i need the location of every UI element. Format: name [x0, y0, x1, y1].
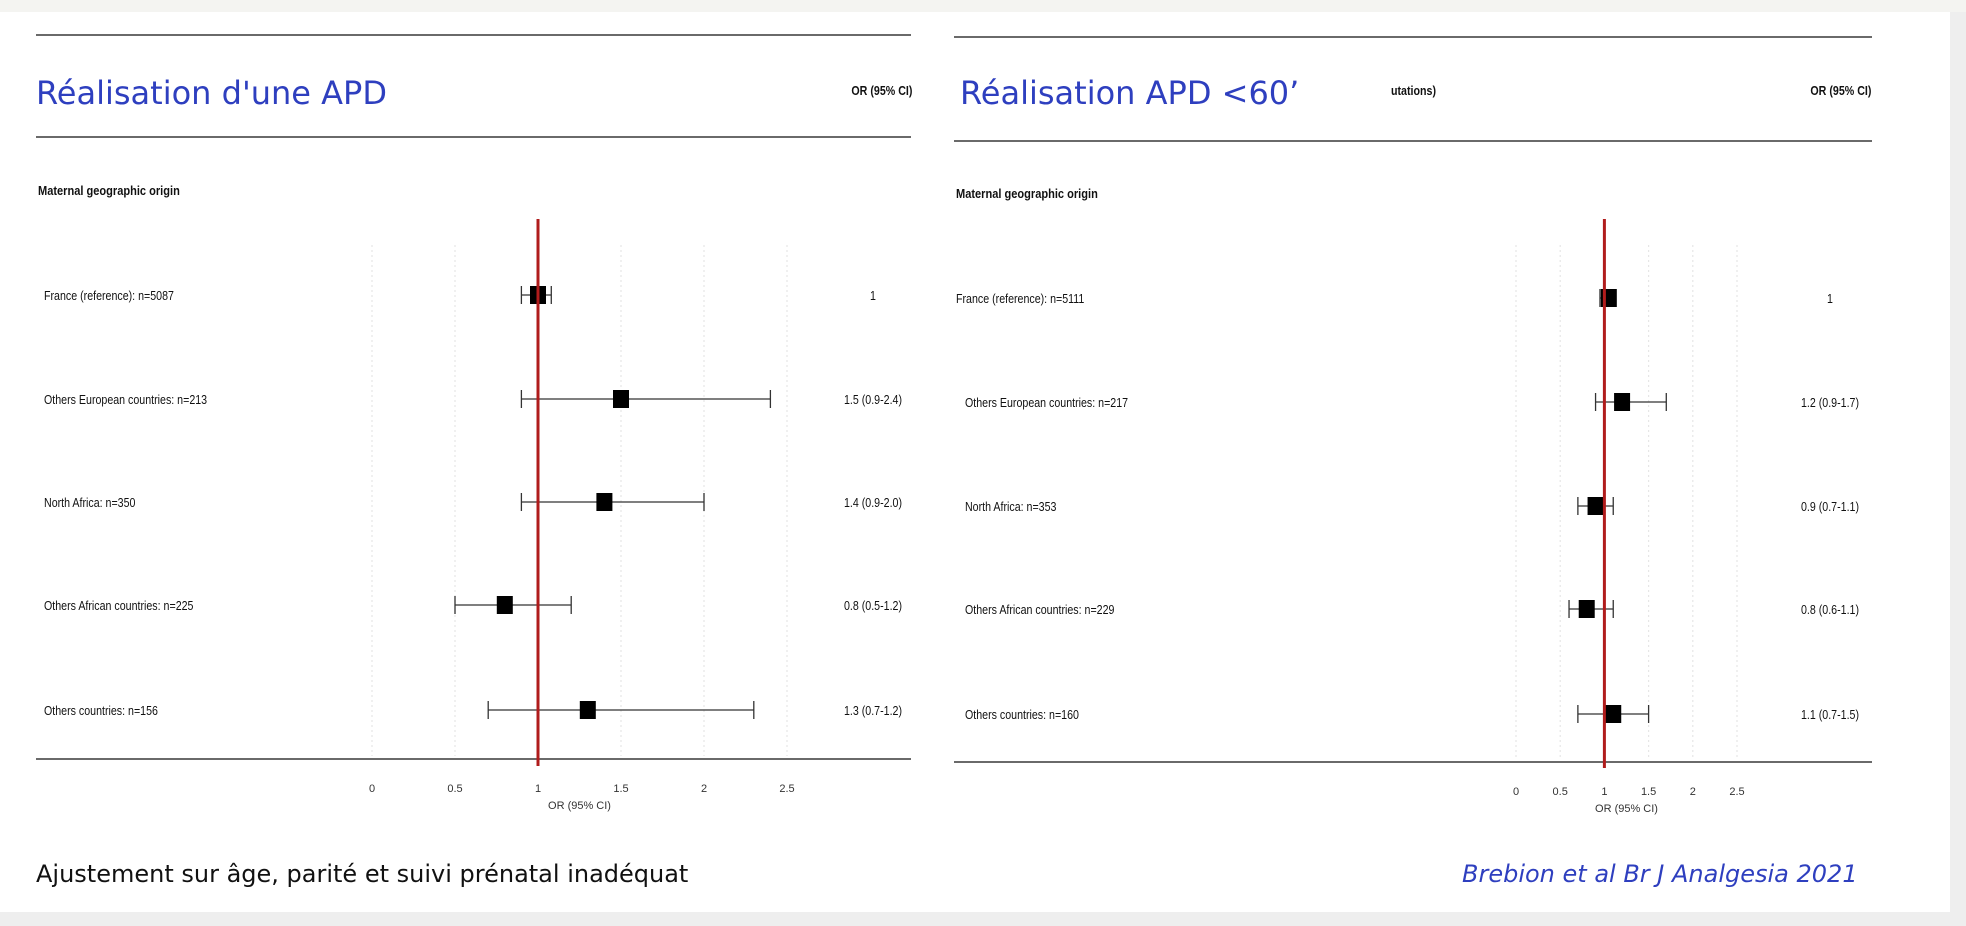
row-label-right-1: Others European countries: n=217 [965, 395, 1128, 410]
bottom-rule-left [36, 758, 911, 760]
bottom-rule-right [954, 761, 1872, 763]
row-label-left-4: Others countries: n=156 [44, 703, 158, 718]
row-label-right-3: Others African countries: n=229 [965, 602, 1115, 617]
row-label-right-2: North Africa: n=353 [965, 499, 1057, 514]
or-value-right-1: 1.2 (0.9-1.7) [1801, 395, 1859, 410]
section-label-right: Maternal geographic origin [956, 186, 1098, 201]
x-axis-label-right: OR (95% CI) [1595, 803, 1658, 815]
x-tick-left-5: 2.5 [779, 783, 794, 795]
or-value-left-2: 1.4 (0.9-2.0) [844, 495, 902, 510]
row-label-left-3: Others African countries: n=225 [44, 598, 194, 613]
adjustment-note: Ajustement sur âge, parité et suivi prén… [36, 860, 689, 888]
x-tick-left-4: 2 [701, 783, 707, 795]
x-tick-right-0: 0 [1513, 786, 1519, 798]
row-label-left-1: Others European countries: n=213 [44, 392, 207, 407]
section-label-left: Maternal geographic origin [38, 183, 180, 198]
x-axis-label-left: OR (95% CI) [548, 800, 611, 812]
point-estimate-left-3 [496, 596, 513, 614]
point-estimate-right-4 [1605, 705, 1622, 723]
row-label-left-0: France (reference): n=5087 [44, 288, 174, 303]
chart-title-left: Réalisation d'une APD [36, 74, 387, 112]
point-estimate-right-2 [1587, 497, 1604, 515]
x-tick-right-1: 0.5 [1553, 786, 1568, 798]
top-rule-right [954, 36, 1872, 38]
forest-plot-right: France (reference): n=5111 1 Others Europe… [956, 219, 1859, 815]
point-estimate-right-1 [1614, 393, 1631, 411]
or-value-left-0: 1 [870, 288, 876, 303]
x-tick-right-5: 2.5 [1729, 786, 1744, 798]
or-value-left-4: 1.3 (0.7-1.2) [844, 703, 902, 718]
x-tick-right-2: 1 [1601, 786, 1607, 798]
header-fragment-right: utations) [1391, 83, 1437, 98]
point-estimate-right-3 [1578, 600, 1595, 618]
or-column-header-right: OR (95% CI) [1809, 83, 1871, 98]
or-value-left-1: 1.5 (0.9-2.4) [844, 392, 902, 407]
x-tick-left-0: 0 [369, 783, 375, 795]
x-tick-left-1: 0.5 [447, 783, 462, 795]
header-rule-left [36, 136, 911, 138]
point-estimate-left-1 [613, 390, 629, 408]
right-margin [1950, 12, 1966, 926]
header-rule-right [954, 140, 1872, 142]
or-value-left-3: 0.8 (0.5-1.2) [844, 598, 902, 613]
forest-plot-left: France (reference): n=5087 1 Others Europe… [44, 219, 902, 812]
or-value-right-2: 0.9 (0.7-1.1) [1801, 499, 1859, 514]
point-estimate-left-4 [579, 701, 596, 719]
point-estimate-left-2 [596, 493, 613, 511]
x-tick-left-3: 1.5 [613, 783, 628, 795]
or-value-right-4: 1.1 (0.7-1.5) [1801, 707, 1859, 722]
x-tick-right-3: 1.5 [1641, 786, 1656, 798]
row-label-left-2: North Africa: n=350 [44, 495, 136, 510]
row-label-right-4: Others countries: n=160 [965, 707, 1079, 722]
or-value-right-0: 1 [1827, 291, 1833, 306]
chart-title-right: Réalisation APD <60’ [960, 74, 1300, 112]
x-tick-right-4: 2 [1690, 786, 1696, 798]
top-rule-left [36, 34, 911, 36]
citation: Brebion et al Br J Analgesia 2021 [1462, 860, 1858, 888]
x-tick-left-2: 1 [535, 783, 541, 795]
or-value-right-3: 0.8 (0.6-1.1) [1801, 602, 1859, 617]
row-label-right-0: France (reference): n=5111 [956, 291, 1085, 306]
or-column-header-left: OR (95% CI) [850, 83, 912, 98]
